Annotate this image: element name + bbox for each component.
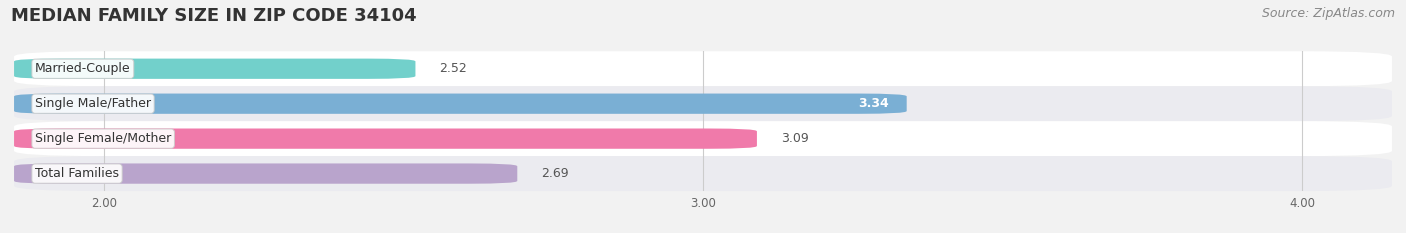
Text: MEDIAN FAMILY SIZE IN ZIP CODE 34104: MEDIAN FAMILY SIZE IN ZIP CODE 34104 xyxy=(11,7,416,25)
FancyBboxPatch shape xyxy=(14,156,1392,191)
FancyBboxPatch shape xyxy=(14,129,756,149)
Text: 3.09: 3.09 xyxy=(780,132,808,145)
Text: Source: ZipAtlas.com: Source: ZipAtlas.com xyxy=(1261,7,1395,20)
FancyBboxPatch shape xyxy=(14,121,1392,156)
Text: Total Families: Total Families xyxy=(35,167,120,180)
FancyBboxPatch shape xyxy=(14,51,1392,86)
Text: 2.69: 2.69 xyxy=(541,167,569,180)
Text: 2.52: 2.52 xyxy=(440,62,467,75)
FancyBboxPatch shape xyxy=(14,164,517,184)
Text: Single Female/Mother: Single Female/Mother xyxy=(35,132,172,145)
Text: 3.34: 3.34 xyxy=(858,97,889,110)
Text: Married-Couple: Married-Couple xyxy=(35,62,131,75)
FancyBboxPatch shape xyxy=(14,86,1392,121)
FancyBboxPatch shape xyxy=(14,93,907,114)
FancyBboxPatch shape xyxy=(14,59,415,79)
Text: Single Male/Father: Single Male/Father xyxy=(35,97,150,110)
